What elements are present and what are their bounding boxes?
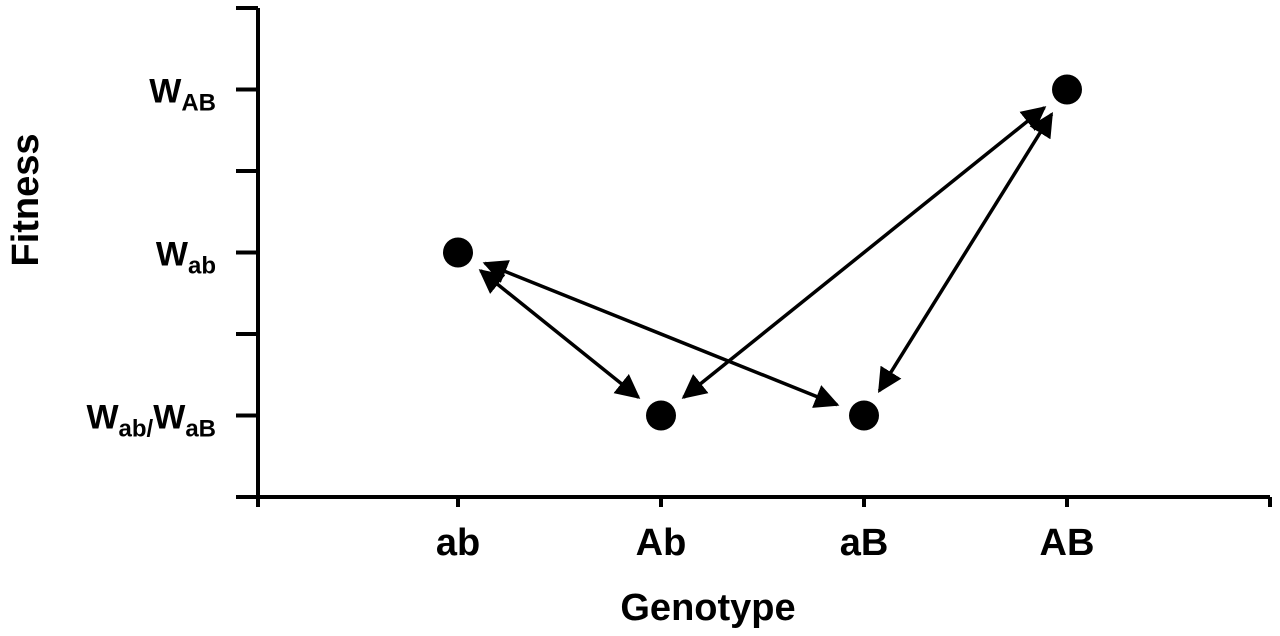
transition-arrow-ab-aB [482, 260, 840, 408]
transition-arrows [478, 106, 1054, 408]
tick-labels: ab Ab aB AB Wab/WaB Wab WAB [86, 73, 1094, 565]
data-point-Ab [646, 400, 676, 431]
x-tick-label: AB [1040, 522, 1095, 564]
data-point-AB [1052, 74, 1082, 105]
x-axis-title: Genotype [620, 587, 795, 629]
transition-arrow-Ab-AB [681, 106, 1047, 399]
x-tick-label: Ab [636, 522, 687, 564]
data-point-aB [849, 400, 879, 431]
transition-arrow-aB-AB [877, 112, 1054, 393]
data-point-ab [443, 237, 473, 268]
data-points [443, 74, 1082, 431]
y-tick-label: Wab [156, 236, 216, 280]
x-tick-label: aB [840, 522, 889, 564]
x-tick-label: ab [436, 522, 480, 564]
y-tick-label: WAB [149, 73, 216, 117]
transition-arrow-ab-Ab [478, 269, 641, 399]
y-axis-title: Fitness [5, 133, 47, 266]
y-tick-label: Wab/WaB [86, 399, 216, 443]
axes [236, 6, 1272, 507]
